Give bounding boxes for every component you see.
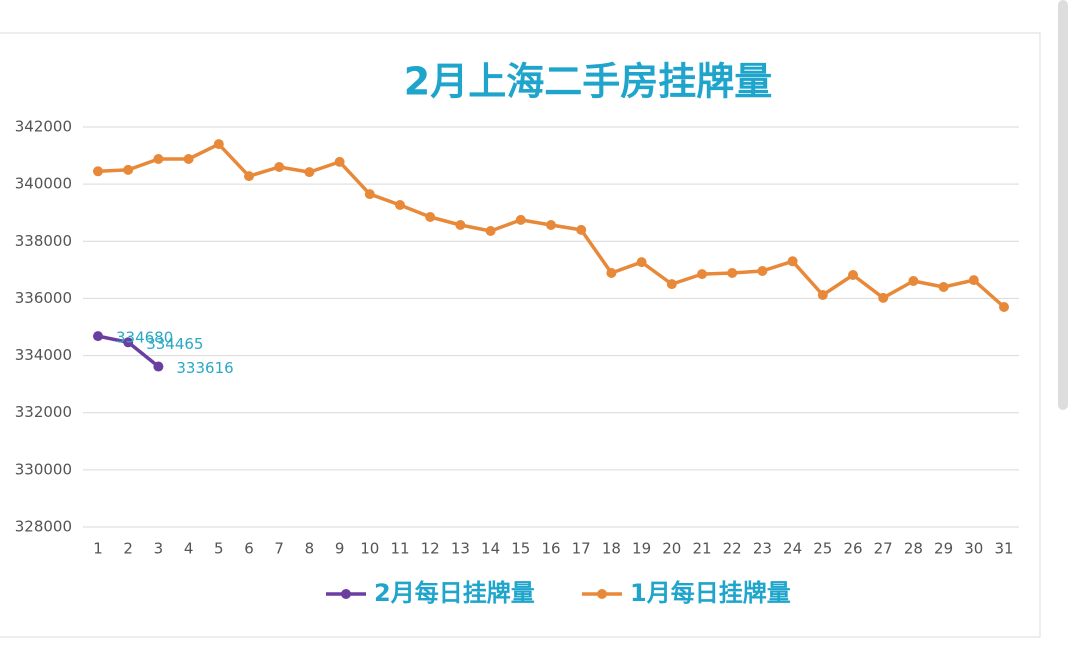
y-tick-label: 336000: [15, 289, 72, 307]
x-tick-label: 8: [305, 540, 315, 558]
point: [908, 276, 919, 286]
x-tick-label: 31: [994, 540, 1013, 558]
x-tick-label: 14: [481, 540, 500, 558]
point: [93, 166, 103, 177]
x-tick-label: 15: [511, 540, 530, 558]
point: [848, 270, 858, 280]
point: [757, 266, 768, 276]
point: [153, 361, 164, 372]
legend-label: 2月每日挂牌量: [374, 579, 535, 607]
data-label: 333616: [176, 359, 233, 377]
point: [304, 167, 315, 178]
point: [213, 139, 224, 150]
x-tick-label: 17: [572, 540, 591, 558]
x-tick-label: 3: [154, 540, 164, 558]
x-tick-label: 16: [541, 540, 560, 558]
point: [576, 224, 587, 235]
x-tick-label: 1: [93, 540, 103, 558]
point: [878, 292, 889, 303]
point: [606, 268, 617, 278]
x-tick-label: 13: [451, 540, 470, 558]
legend-label: 1月每日挂牌量: [630, 579, 791, 607]
y-tick-label: 334000: [15, 346, 72, 364]
y-tick-label: 338000: [15, 232, 72, 250]
point: [485, 226, 496, 236]
point: [817, 290, 828, 300]
x-tick-label: 25: [813, 540, 832, 558]
y-tick-label: 332000: [15, 403, 72, 421]
point: [938, 282, 949, 292]
x-tick-label: 19: [632, 540, 651, 558]
y-tick-label: 340000: [15, 175, 72, 193]
x-tick-label: 22: [723, 540, 742, 558]
x-tick-label: 6: [244, 540, 254, 558]
x-tick-label: 30: [964, 540, 983, 558]
point: [727, 268, 738, 278]
x-tick-label: 9: [335, 540, 345, 558]
point: [666, 279, 677, 290]
x-tick-label: 27: [874, 540, 893, 558]
data-label: 334680: [116, 329, 173, 347]
x-tick-label: 20: [662, 540, 681, 558]
point: [787, 256, 798, 267]
chart-title: 2月上海二手房挂牌量: [404, 60, 772, 104]
legend-marker: [597, 589, 607, 599]
point: [183, 154, 194, 164]
x-tick-label: 4: [184, 540, 194, 558]
point: [244, 171, 254, 182]
legend-marker: [341, 589, 351, 599]
x-tick-label: 12: [421, 540, 440, 558]
point: [697, 269, 707, 280]
x-tick-label: 5: [214, 540, 224, 558]
point: [636, 257, 647, 268]
point: [153, 154, 164, 164]
scrollbar: [1058, 0, 1068, 410]
point: [123, 164, 134, 175]
x-tick-label: 7: [274, 540, 284, 558]
point: [395, 200, 405, 210]
data-label: 334465: [146, 335, 203, 353]
point: [334, 156, 345, 167]
x-tick-label: 29: [934, 540, 953, 558]
point: [455, 220, 466, 230]
x-tick-label: 18: [602, 540, 621, 558]
x-tick-label: 10: [360, 540, 379, 558]
x-tick-label: 23: [753, 540, 772, 558]
point: [515, 214, 526, 225]
y-tick-label: 342000: [15, 118, 72, 136]
y-tick-label: 330000: [15, 460, 72, 478]
point: [425, 212, 436, 222]
point: [546, 220, 556, 230]
y-tick-label: 328000: [15, 518, 72, 536]
chart-card: [0, 32, 1041, 638]
x-tick-label: 21: [692, 540, 711, 558]
x-tick-label: 11: [390, 540, 409, 558]
point: [274, 162, 285, 172]
x-tick-label: 28: [904, 540, 923, 558]
point: [968, 275, 979, 286]
x-tick-label: 26: [843, 540, 862, 558]
point: [123, 337, 134, 348]
point: [364, 189, 375, 200]
x-tick-label: 24: [783, 540, 802, 558]
point: [93, 331, 103, 342]
x-tick-label: 2: [123, 540, 133, 558]
point: [999, 302, 1009, 312]
